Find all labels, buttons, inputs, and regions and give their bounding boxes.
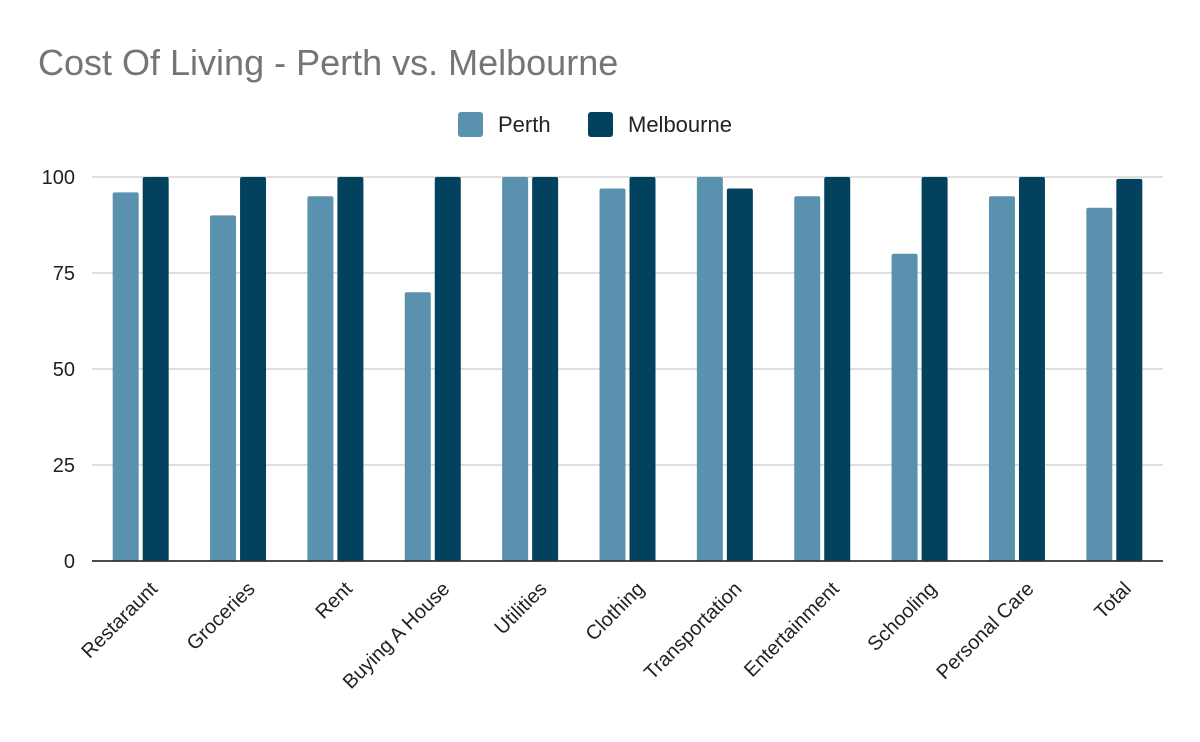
x-tick-label: Buying A House: [339, 578, 454, 693]
bar-perth-transportation: [696, 177, 723, 561]
y-tick-label: 50: [53, 359, 75, 381]
x-tick-label: Entertainment: [740, 578, 844, 682]
x-tick-label: Rent: [312, 578, 358, 624]
x-tick-label: Groceries: [183, 578, 260, 655]
bars: [112, 177, 1143, 562]
bar-perth-groceries: [210, 215, 237, 561]
y-tick-label: 25: [53, 455, 75, 477]
y-tick-label: 100: [42, 167, 75, 189]
bar-perth-buying-a-house: [404, 292, 431, 561]
legend-item-melbourne: Melbourne: [588, 112, 732, 137]
x-tick-label: Clothing: [582, 578, 649, 645]
x-tick-label: Personal Care: [933, 578, 1039, 684]
bar-perth-personal-care: [988, 196, 1015, 561]
bar-perth-entertainment: [794, 196, 821, 561]
bar-melbourne-groceries: [240, 177, 267, 561]
y-axis-ticks: 0 25 50 75 100: [42, 167, 75, 573]
x-tick-label: Utilities: [491, 578, 552, 639]
gridlines: [92, 176, 1163, 466]
bar-melbourne-transportation: [726, 188, 753, 561]
bar-melbourne-utilities: [532, 177, 559, 561]
bar-melbourne-schooling: [921, 177, 948, 561]
bar-perth-rent: [307, 196, 334, 561]
legend: Perth Melbourne: [458, 112, 732, 137]
bar-perth-total: [1086, 207, 1113, 561]
bar-perth-utilities: [502, 177, 529, 561]
bar-perth-schooling: [891, 253, 918, 562]
x-tick-label: Total: [1090, 578, 1135, 623]
bar-melbourne-total: [1116, 178, 1143, 562]
bar-melbourne-rent: [337, 177, 364, 561]
bar-melbourne-buying-a-house: [434, 177, 461, 561]
legend-swatch: [458, 112, 483, 137]
legend-label: Melbourne: [628, 112, 732, 137]
bar-perth-restaraunt: [112, 192, 139, 562]
legend-swatch: [588, 112, 613, 137]
x-tick-label: Transportation: [640, 578, 746, 684]
legend-label: Perth: [498, 112, 551, 137]
y-tick-label: 0: [64, 551, 75, 573]
x-tick-label: Schooling: [863, 578, 941, 656]
bar-melbourne-entertainment: [824, 177, 851, 561]
bar-melbourne-clothing: [629, 177, 656, 561]
legend-item-perth: Perth: [458, 112, 551, 137]
bar-melbourne-personal-care: [1018, 177, 1045, 561]
bar-melbourne-restaraunt: [142, 177, 169, 561]
bar-perth-clothing: [599, 188, 626, 561]
chart-title: Cost Of Living - Perth vs. Melbourne: [38, 42, 618, 83]
y-tick-label: 75: [53, 263, 75, 285]
x-tick-label: Restaraunt: [77, 578, 162, 663]
